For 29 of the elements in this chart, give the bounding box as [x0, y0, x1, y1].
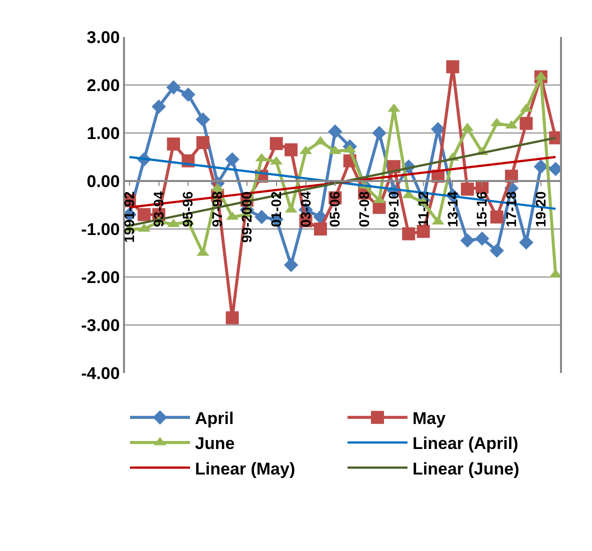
legend-label: May: [412, 409, 446, 428]
legend-label: April: [195, 409, 234, 428]
x-tick-label: 1991-92: [120, 191, 137, 243]
x-tick-label: 93-94: [150, 191, 166, 228]
legend-label: Linear (June): [412, 459, 520, 478]
x-tick-label: 03-04: [297, 191, 314, 228]
x-tick-label: 01-02: [268, 191, 284, 228]
y-tick-label: 3.00: [86, 28, 120, 47]
x-tick-label: 13-14: [444, 191, 460, 228]
x-tick-label: 09-10: [385, 191, 402, 228]
legend-label: Linear (May): [195, 459, 296, 478]
y-tick-label: -3.00: [81, 316, 120, 335]
y-tick-label: 0.00: [86, 172, 120, 191]
legend-label: Linear (April): [412, 434, 518, 454]
y-tick-label: 2.00: [86, 76, 120, 95]
x-tick-label: 99-2000: [238, 191, 255, 243]
x-tick-label: 05-06: [326, 191, 343, 228]
y-tick-label: -4.00: [81, 364, 120, 383]
y-tick-label: -1.00: [81, 220, 120, 239]
x-tick-label: 97-98: [209, 191, 226, 228]
x-tick-label: 19-20: [532, 191, 548, 228]
legend-label: June: [195, 434, 235, 454]
y-tick-label: -2.00: [81, 268, 120, 287]
y-tick-label: 1.00: [86, 124, 120, 143]
x-tick-label: 11-12: [414, 191, 431, 226]
x-tick-label: 07-08: [356, 191, 372, 228]
x-tick-label: 15-16: [474, 191, 490, 228]
x-tick-label: 17-18: [503, 191, 520, 228]
x-tick-label: 95-96: [180, 191, 196, 228]
